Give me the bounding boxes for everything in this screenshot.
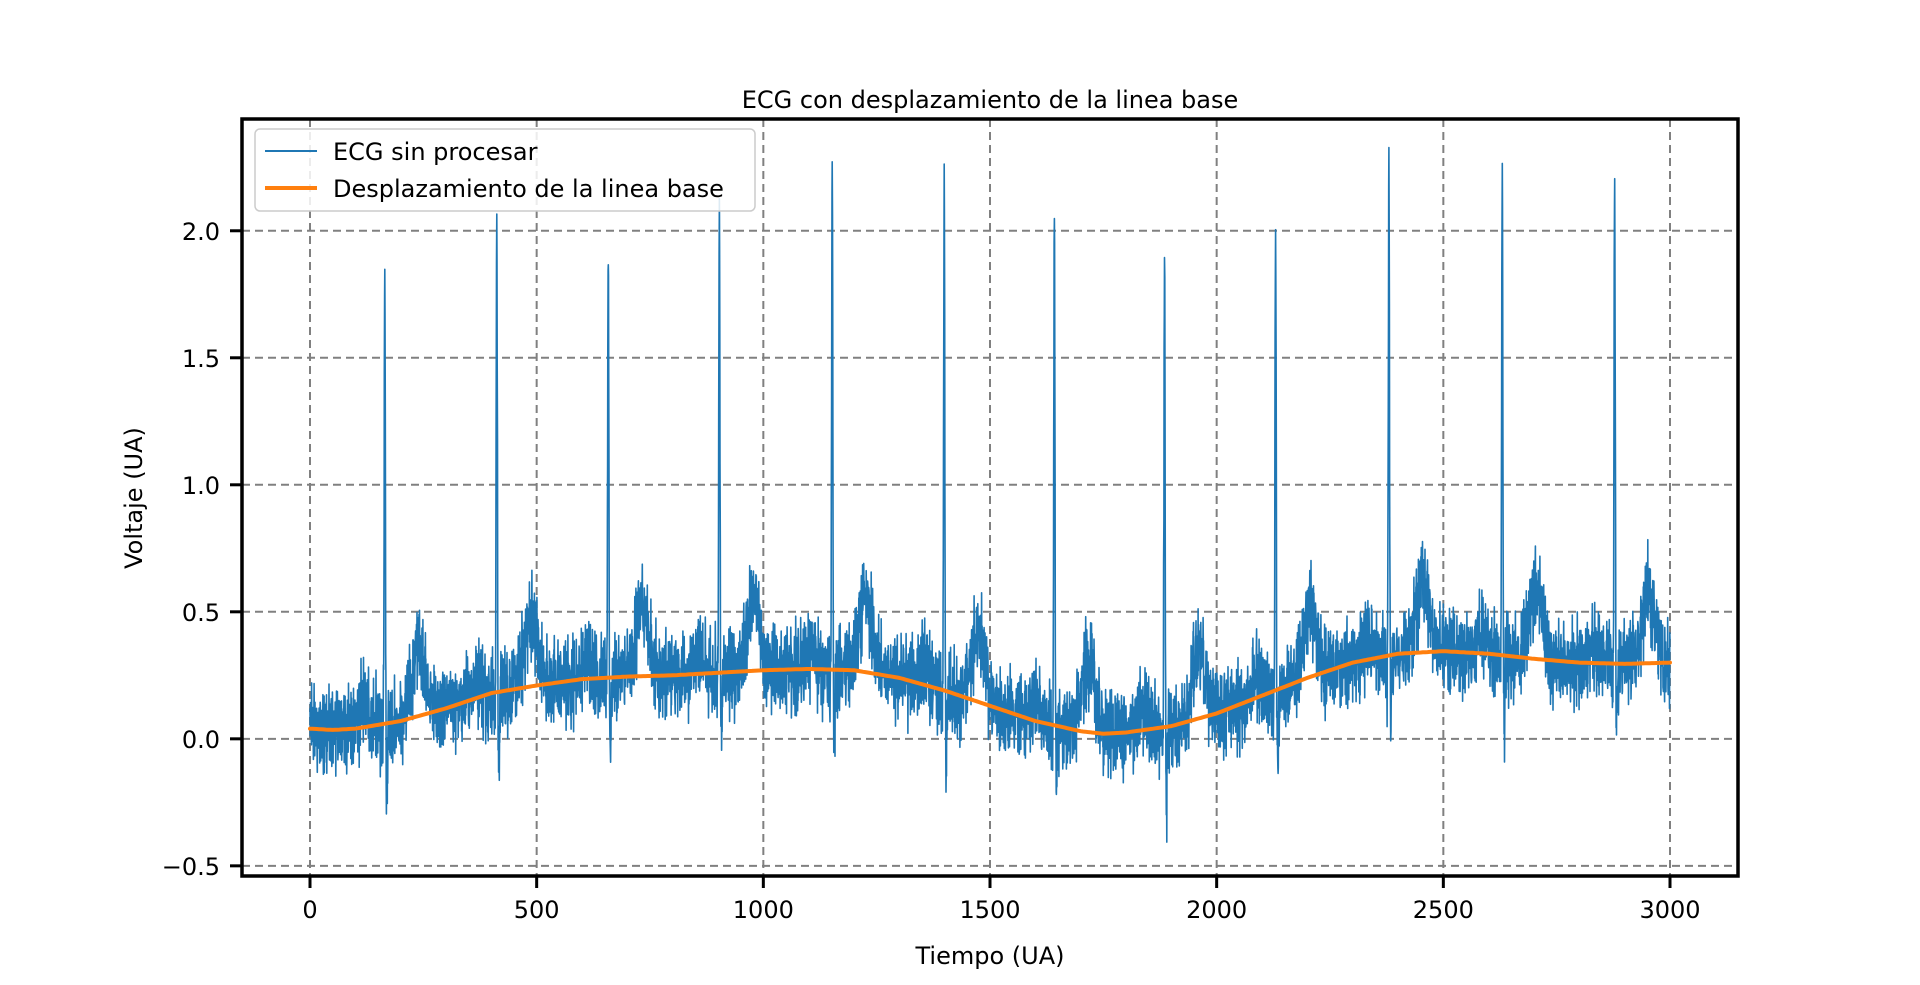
series-baseline-line [308,649,1672,736]
x-axis-label: Tiempo (UA) [915,942,1065,970]
ticks: 0 500 1000 1500 2000 2500 3000 −0.5 0.0 0.5 1.0 1.5… [162,218,1701,924]
chart-title: ECG con desplazamiento de la linea base [742,86,1239,114]
x-tick-label: 0 [302,896,317,924]
y-axis-label: Voltaje (UA) [120,427,148,569]
y-tick-label: 1.0 [182,472,220,500]
legend-label-baseline: Desplazamiento de la linea base [333,175,724,203]
legend-box [254,128,756,212]
x-tick-label: 1000 [733,896,794,924]
legend: ECG sin procesar Desplazamiento de la li… [254,128,756,212]
y-tick-label: −0.5 [162,853,220,881]
legend-label-ecg: ECG sin procesar [333,138,538,166]
x-tick-label: 2500 [1413,896,1474,924]
series-layer [308,146,1672,843]
x-tick-label: 2000 [1186,896,1247,924]
x-tick-label: 1500 [959,896,1020,924]
x-tick-label: 500 [514,896,560,924]
y-tick-label: 2.0 [182,218,220,246]
x-tick-label: 3000 [1639,896,1700,924]
y-tick-label: 1.5 [182,345,220,373]
y-tick-label: 0.0 [182,726,220,754]
series-ecg-line [309,146,1671,843]
grid [242,119,1738,876]
y-tick-label: 0.5 [182,599,220,627]
